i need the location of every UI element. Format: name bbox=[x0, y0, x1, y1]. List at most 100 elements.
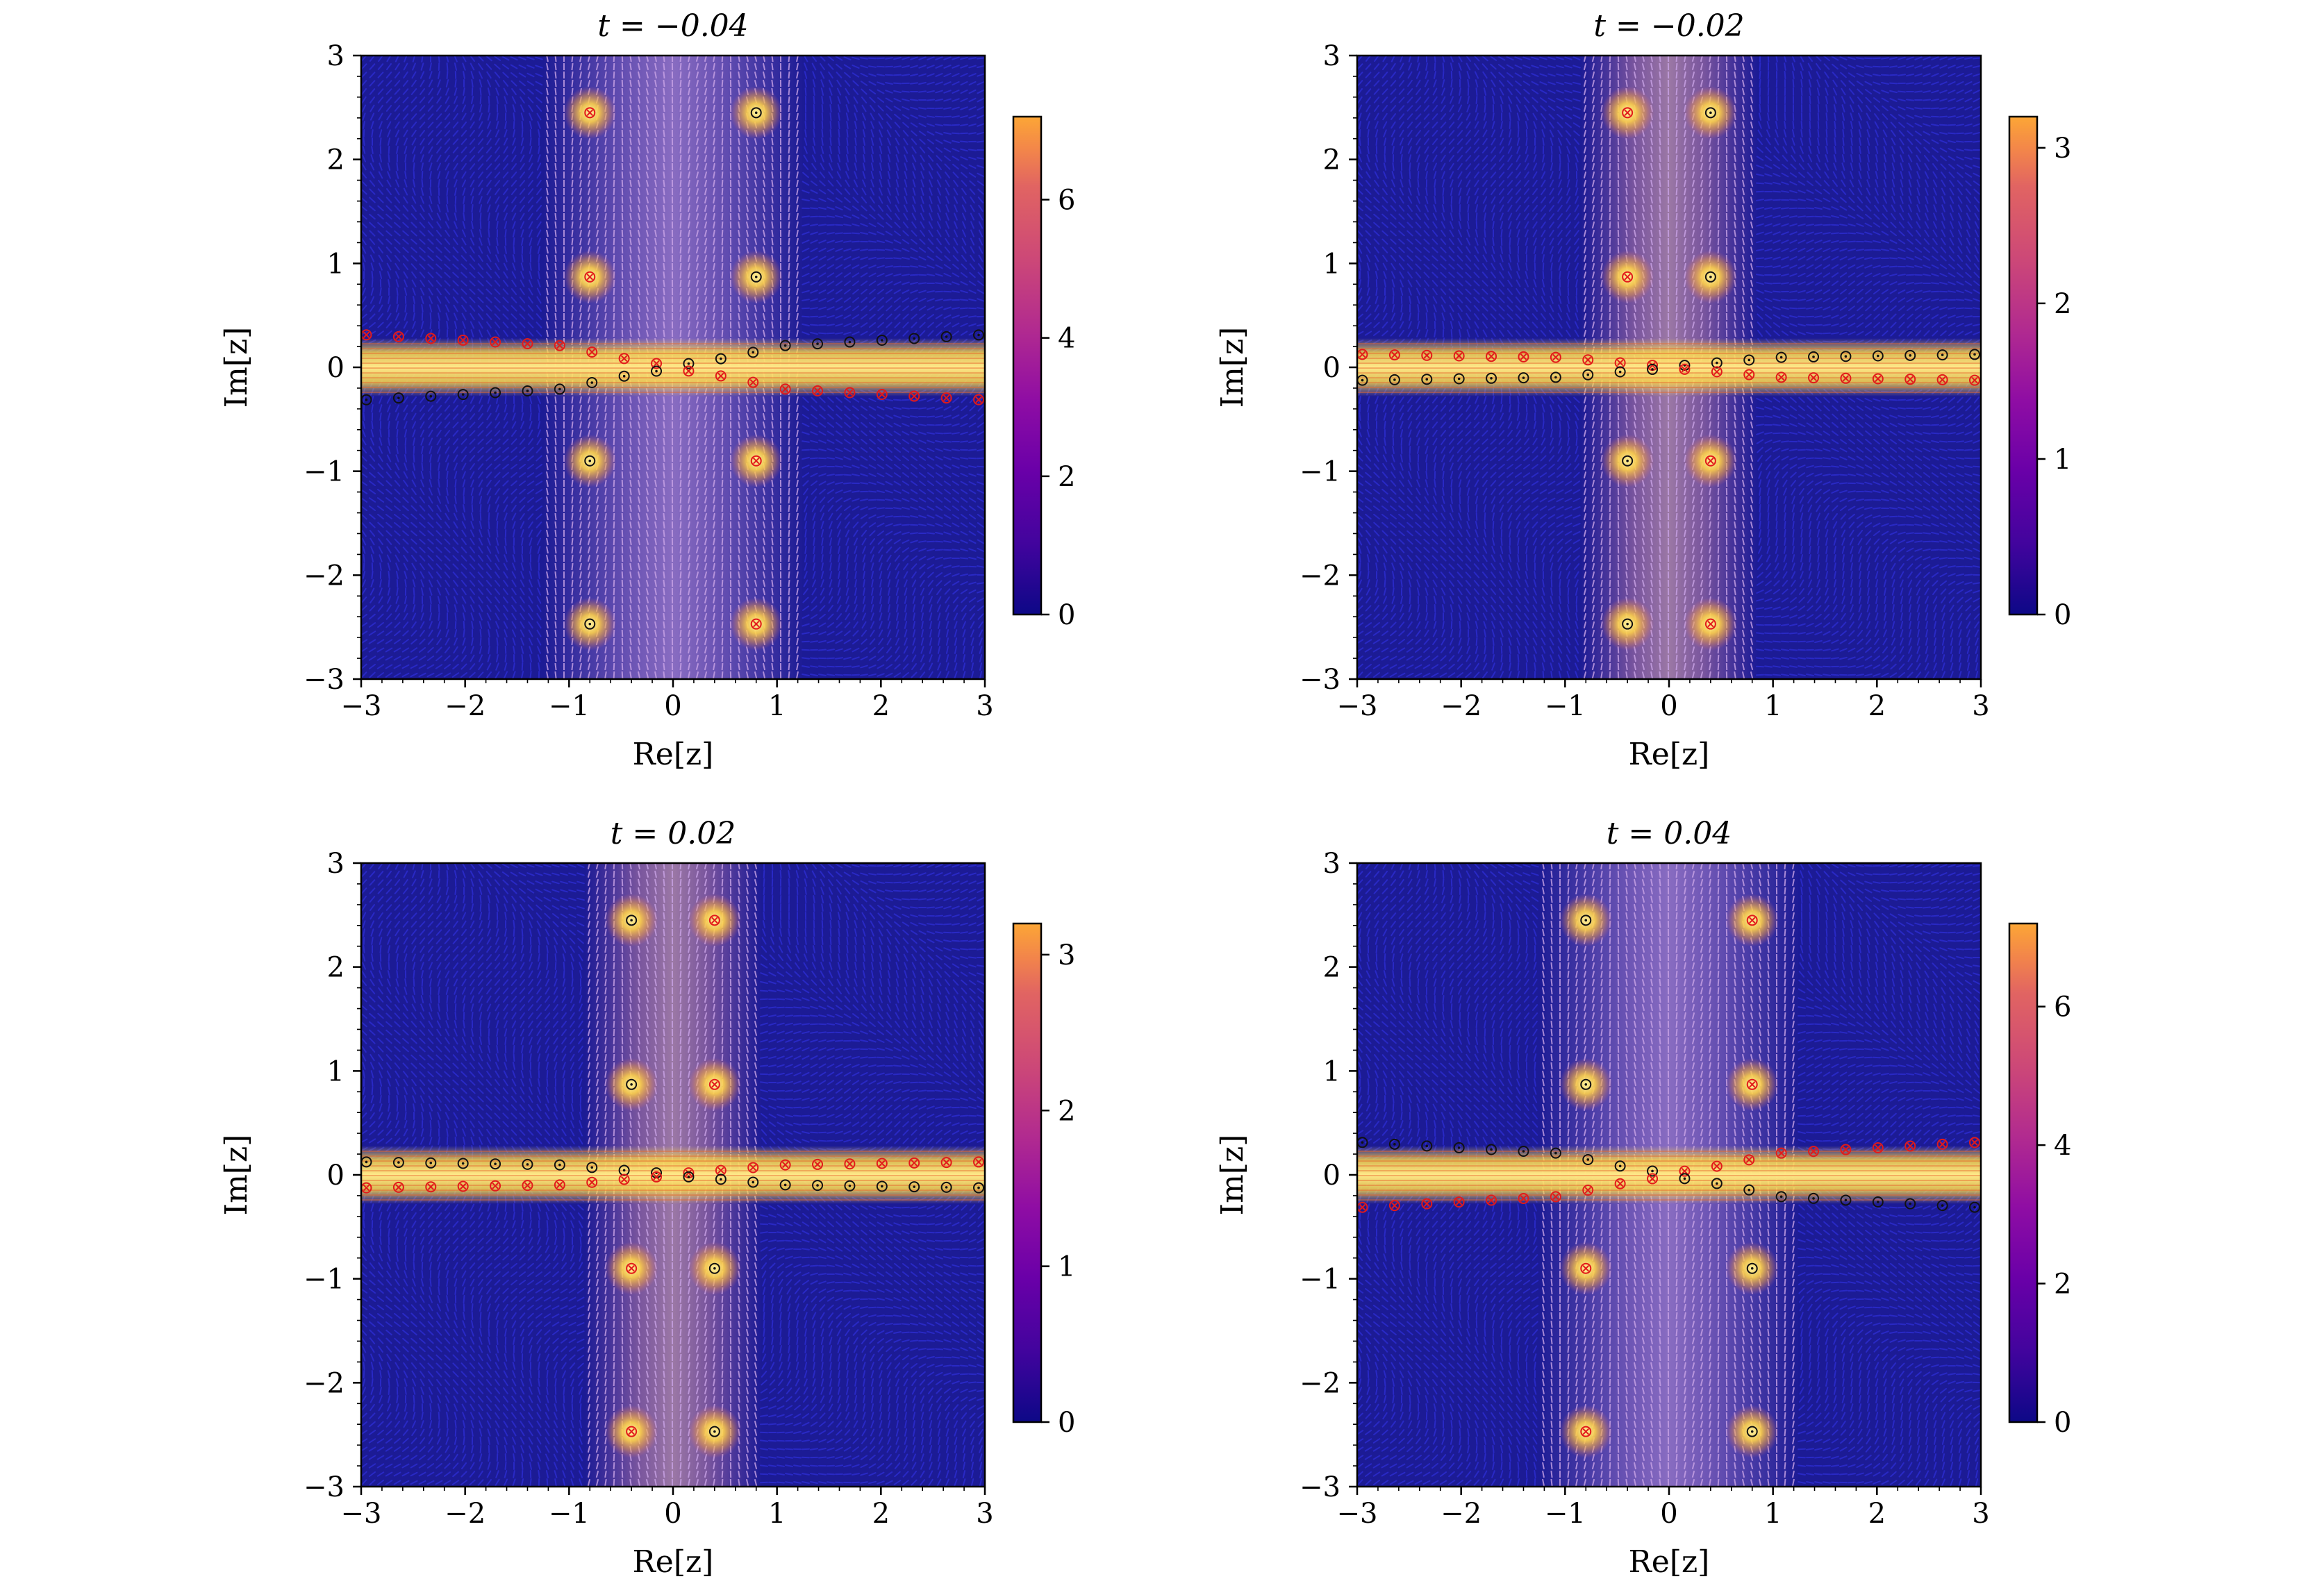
pole-marker bbox=[1936, 1200, 1948, 1212]
x-tick-label: 3 bbox=[976, 1498, 993, 1530]
zero-marker bbox=[747, 376, 759, 388]
pole-marker bbox=[1872, 1196, 1884, 1208]
pole-marker bbox=[715, 353, 727, 365]
strip-markers bbox=[1357, 349, 1981, 386]
zero-marker bbox=[779, 383, 791, 395]
zero-marker bbox=[651, 1171, 663, 1183]
y-tick-label: 1 bbox=[1323, 248, 1341, 280]
zero-marker bbox=[908, 390, 920, 402]
pole-marker bbox=[1453, 373, 1465, 385]
y-tick-label: 3 bbox=[327, 40, 345, 72]
x-tick-label: 1 bbox=[1764, 690, 1782, 722]
pole-marker bbox=[522, 385, 533, 396]
colorbar-gradient bbox=[1012, 922, 1043, 1423]
colorbar-tick-label: 2 bbox=[2054, 1269, 2071, 1301]
pole-marker bbox=[1580, 914, 1592, 926]
pole-marker bbox=[1969, 349, 1981, 360]
colorbar: 0 2 4 6 bbox=[2008, 922, 2071, 1439]
pole-marker bbox=[1775, 1191, 1787, 1203]
field-plot bbox=[361, 56, 985, 679]
zero-marker bbox=[522, 338, 533, 350]
zero-marker bbox=[908, 1157, 920, 1169]
strip-markers bbox=[361, 1156, 985, 1194]
zero-marker bbox=[1388, 1200, 1400, 1212]
pole-marker bbox=[1388, 374, 1400, 385]
colorbar-tick-label: 3 bbox=[1058, 939, 1075, 971]
y-tick-label: −3 bbox=[304, 1471, 345, 1503]
zero-marker bbox=[457, 334, 469, 346]
field-plot bbox=[361, 863, 985, 1487]
direction-field-center bbox=[546, 56, 799, 679]
pole-marker bbox=[1969, 1201, 1981, 1213]
pole-marker bbox=[1582, 1153, 1594, 1165]
pole-marker bbox=[584, 455, 596, 467]
y-tick-label: 2 bbox=[327, 144, 345, 176]
chart-title: t = −0.02 bbox=[1593, 8, 1744, 44]
zero-marker bbox=[1840, 1144, 1852, 1155]
zero-marker bbox=[618, 353, 630, 365]
x-tick-label: −2 bbox=[1441, 690, 1481, 722]
pole-marker bbox=[683, 358, 695, 369]
y-tick-label: 0 bbox=[1323, 352, 1341, 384]
colorbar-gradient bbox=[2008, 115, 2039, 616]
zero-marker bbox=[940, 392, 952, 404]
pole-marker bbox=[812, 1180, 824, 1192]
pole-marker bbox=[1872, 350, 1884, 362]
x-tick-label: −1 bbox=[1545, 1498, 1586, 1530]
y-tick-label: −1 bbox=[1300, 1264, 1341, 1296]
y-tick-label: 1 bbox=[1323, 1055, 1341, 1087]
pole-marker bbox=[1743, 354, 1755, 366]
zero-marker bbox=[779, 1159, 791, 1171]
colorbar-ticks bbox=[2037, 147, 2045, 616]
y-axis-label: Im[z] bbox=[1215, 1135, 1250, 1216]
pole-marker bbox=[1647, 363, 1659, 375]
pole-marker bbox=[392, 392, 404, 404]
y-axis-label: Im[z] bbox=[1215, 327, 1250, 408]
y-tick-label: −2 bbox=[304, 1367, 345, 1399]
zero-marker bbox=[1622, 271, 1634, 283]
colorbar-tick-label: 4 bbox=[2054, 1130, 2071, 1162]
pole-marker bbox=[626, 914, 638, 926]
zero-marker bbox=[1904, 374, 1916, 385]
zero-marker bbox=[1704, 455, 1716, 467]
colorbar-gradient bbox=[2008, 922, 2039, 1423]
zero-marker bbox=[554, 1179, 565, 1191]
zero-marker bbox=[584, 107, 596, 119]
pole-marker bbox=[1704, 271, 1716, 283]
pole-marker bbox=[876, 1180, 888, 1192]
x-tick-label: 1 bbox=[1764, 1498, 1782, 1530]
colorbar-tick-label: 0 bbox=[2054, 599, 2071, 631]
pole-marker bbox=[1453, 1142, 1465, 1153]
zero-marker bbox=[1518, 351, 1529, 362]
x-tick-label: −1 bbox=[1545, 690, 1586, 722]
zero-marker bbox=[683, 365, 695, 377]
pole-marker bbox=[779, 340, 791, 351]
x-axis-label: Re[z] bbox=[633, 1544, 714, 1579]
pole-marker bbox=[1904, 1198, 1916, 1210]
zero-marker bbox=[522, 1180, 533, 1192]
panel-2: −3 −2 −1 0 1 2 3 −3 −2 −1 0 1 2 3 t = −0.02 Re[z] Im[z] 0… bbox=[1215, 8, 2071, 772]
y-tick-label: −1 bbox=[1300, 456, 1341, 488]
colorbar-ticks bbox=[1041, 953, 1049, 1423]
colorbar-gradient bbox=[1012, 115, 1043, 616]
direction-field bbox=[361, 863, 985, 1487]
x-tick-label: 3 bbox=[1972, 1498, 1989, 1530]
y-tick-label: −2 bbox=[1300, 1367, 1341, 1399]
x-tick-label: −2 bbox=[445, 1498, 485, 1530]
colorbar-tick-label: 0 bbox=[1058, 599, 1075, 631]
pole-marker bbox=[908, 1181, 920, 1193]
zero-marker bbox=[1746, 914, 1758, 926]
pole-marker bbox=[940, 1181, 952, 1193]
pole-marker bbox=[554, 1159, 565, 1171]
y-tick-label: −3 bbox=[1300, 664, 1341, 696]
x-tick-label: −1 bbox=[549, 1498, 590, 1530]
pole-marker bbox=[457, 1158, 469, 1169]
strip-lines bbox=[361, 1151, 985, 1201]
panel-1: −3 −2 −1 0 1 2 3 −3 −2 −1 0 1 2 3 t = −0.04 Re[z] Im[z] 0… bbox=[219, 8, 1075, 772]
x-tick-label: 0 bbox=[1660, 690, 1677, 722]
zero-marker bbox=[392, 1181, 404, 1193]
zero-marker bbox=[490, 1180, 501, 1192]
pole-marker bbox=[1743, 1184, 1755, 1196]
colorbar: 0 1 2 3 bbox=[1012, 922, 1075, 1439]
pole-marker bbox=[750, 271, 762, 283]
